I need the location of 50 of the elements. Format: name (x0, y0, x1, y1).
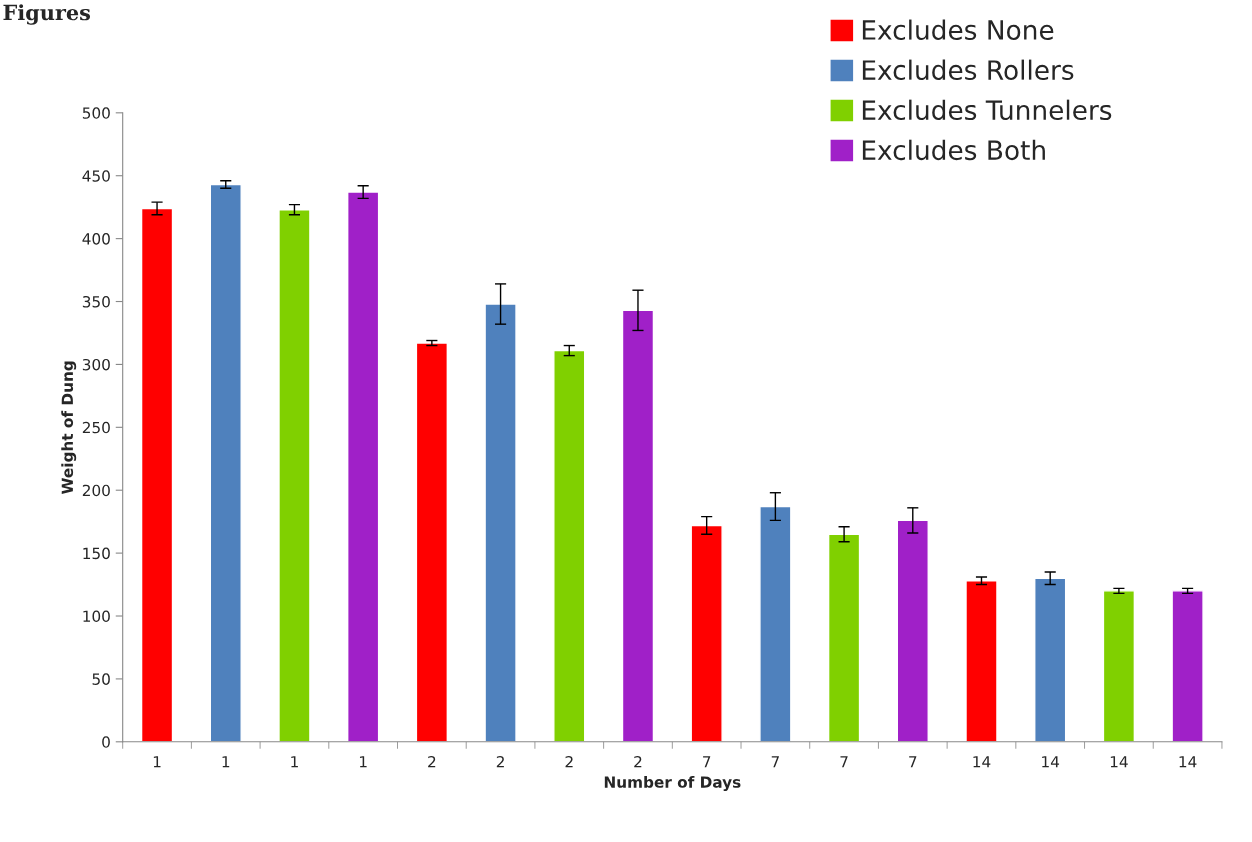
text: Figures (3, 4, 91, 25)
x-tick-label: 2 (634, 755, 642, 768)
x-tick-label: 1 (359, 756, 367, 768)
x-tick-label: 7 (840, 756, 848, 768)
y-tick-label: 300 (82, 358, 110, 371)
x-tick-label: 7 (703, 756, 711, 768)
bar (209, 183, 242, 742)
y-tick-label: 500 (82, 107, 110, 119)
x-axis-title: Number of Days (604, 776, 741, 791)
x-tick-label: 14 (973, 756, 991, 768)
bar (1034, 577, 1067, 742)
bar (1171, 590, 1204, 742)
x-tick-label: 14 (1042, 756, 1060, 768)
bar (827, 533, 861, 742)
bar (965, 580, 998, 742)
x-tick-label: 1 (153, 756, 161, 768)
x-tick-label: 2 (565, 755, 573, 768)
x-tick-label: 2 (428, 755, 436, 768)
y-tick-label: 450 (82, 170, 110, 182)
bar (278, 208, 311, 742)
x-tick-label: 1 (291, 756, 298, 768)
x-tick-label: 7 (771, 756, 779, 768)
legend-label: Excludes Both (862, 139, 1045, 161)
x-tick-label: 14 (1179, 756, 1197, 768)
x-tick-label: 7 (909, 756, 917, 768)
x-tick-label: 14 (1110, 756, 1128, 768)
y-tick-label: 350 (82, 295, 110, 308)
y-tick-label: 50 (92, 673, 110, 685)
legend-label: Excludes Tunnelers (862, 99, 1112, 121)
bar (1102, 590, 1136, 742)
x-tick-label: 1 (222, 756, 230, 768)
bar (896, 519, 929, 742)
bar (553, 349, 586, 742)
y-tick-label: 100 (83, 610, 110, 623)
bar (690, 524, 723, 742)
legend-label: Excludes None (862, 19, 1054, 40)
y-tick-label: 200 (82, 484, 110, 497)
y-tick-label: 0 (102, 736, 110, 748)
y-tick-label: 400 (82, 233, 110, 245)
y-axis-title: Weight of Dung (61, 361, 77, 494)
bar (415, 342, 449, 742)
bar (484, 303, 517, 742)
bar (759, 505, 792, 742)
legend-label: Excludes Rollers (862, 59, 1074, 81)
bar (347, 191, 380, 742)
y-tick-label: 250 (82, 421, 110, 434)
y-tick-label: 150 (83, 547, 110, 560)
bar (621, 309, 655, 742)
x-tick-label: 2 (496, 755, 504, 768)
bar (140, 207, 174, 742)
